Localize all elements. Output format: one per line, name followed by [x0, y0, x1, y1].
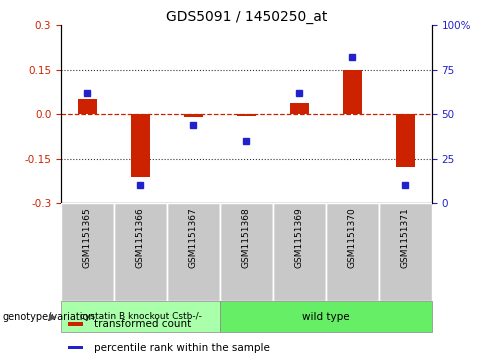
Text: genotype/variation: genotype/variation	[2, 312, 95, 322]
Bar	[220, 203, 273, 301]
Bar	[273, 203, 326, 301]
Text: ▶: ▶	[49, 312, 56, 322]
Text: percentile rank within the sample: percentile rank within the sample	[94, 343, 270, 352]
Bar	[68, 322, 83, 326]
Bar	[131, 114, 150, 176]
Text: GSM1151368: GSM1151368	[242, 207, 251, 268]
Text: wild type: wild type	[302, 312, 350, 322]
Bar	[61, 203, 114, 301]
Bar	[68, 346, 83, 350]
Bar	[396, 114, 415, 167]
Bar	[220, 301, 432, 332]
Bar	[379, 203, 432, 301]
Text: cystatin B knockout Cstb-/-: cystatin B knockout Cstb-/-	[80, 312, 202, 321]
Bar	[114, 203, 167, 301]
Bar	[237, 114, 256, 116]
Title: GDS5091 / 1450250_at: GDS5091 / 1450250_at	[166, 11, 327, 24]
Bar	[326, 203, 379, 301]
Text: transformed count: transformed count	[94, 319, 192, 329]
Bar	[343, 70, 362, 114]
Bar	[78, 99, 97, 114]
Text: GSM1151371: GSM1151371	[401, 207, 410, 268]
Text: GSM1151365: GSM1151365	[83, 207, 92, 268]
Bar	[61, 301, 220, 332]
Text: GSM1151367: GSM1151367	[189, 207, 198, 268]
Bar	[184, 114, 203, 117]
Text: GSM1151369: GSM1151369	[295, 207, 304, 268]
Text: GSM1151370: GSM1151370	[348, 207, 357, 268]
Bar	[290, 103, 309, 114]
Text: GSM1151366: GSM1151366	[136, 207, 145, 268]
Bar	[167, 203, 220, 301]
